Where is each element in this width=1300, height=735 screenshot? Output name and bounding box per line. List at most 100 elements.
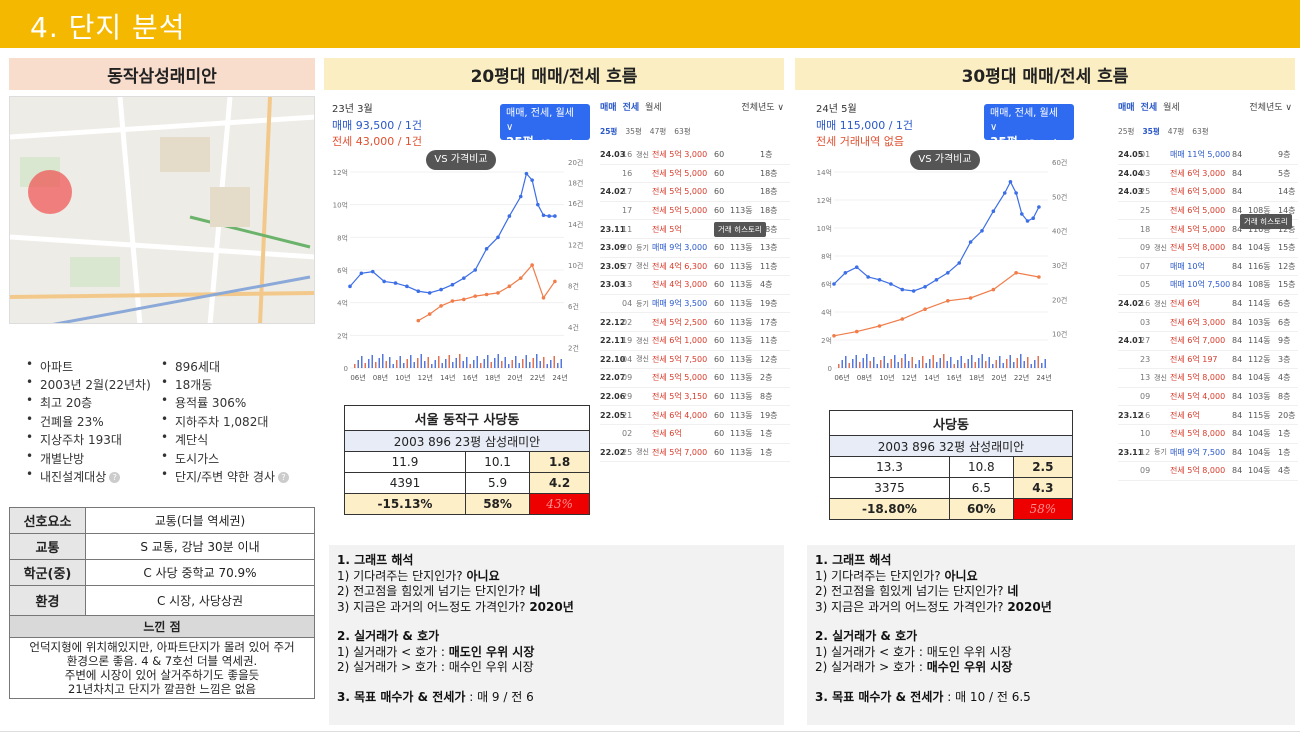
size-tab[interactable]: 47평	[649, 126, 667, 136]
volume-bar	[841, 360, 843, 368]
data-point	[877, 324, 882, 328]
tx-row[interactable]: 23 전세 6억 197 84 112동 3층	[1118, 351, 1298, 370]
help-icon[interactable]: ?	[278, 472, 289, 484]
tx-row[interactable]: 24.02 17 전세 5억 5,000 60 18층	[600, 183, 790, 202]
tx-row[interactable]: 22.05 21 전세 6억 4,000 60 113동 19층	[600, 406, 790, 425]
size-tab[interactable]: 35평	[1142, 126, 1160, 136]
vs-compare-button[interactable]: VS 가격비교	[426, 150, 496, 170]
tx-price: 전세 6억 5,000	[1170, 187, 1226, 197]
pref-header-label: 선호요소	[9, 507, 86, 534]
tx-row[interactable]: 24.03 25 전세 6억 5,000 84 14층	[1118, 183, 1298, 202]
volume-bar	[876, 364, 878, 368]
deal-type-dropdown[interactable]: 매매, 전세, 월세 ∨ 25평 전용 60㎡	[500, 104, 590, 149]
tx-row[interactable]: 22.06 29 전세 5억 3,150 60 113동 8층	[600, 388, 790, 407]
tx-row[interactable]: 23.09 20 등기 매매 9억 3,000 60 113동 13층	[600, 239, 790, 258]
preference-table: 선호요소 교통(더블 역세권) 교통 S 교통, 강남 30분 이내 학군(중)…	[9, 507, 315, 699]
volume-bar	[529, 362, 531, 368]
volume-bar	[441, 363, 443, 368]
tx-row[interactable]: 24.05 01 매매 11억 5,000 84 9층	[1118, 146, 1298, 165]
tx-row[interactable]: 17 전세 5억 5,000 60 113동 18층	[600, 202, 790, 221]
pref-value: S 교통, 강남 30분 이내	[85, 533, 315, 560]
tx-row[interactable]: 18 전세 5억 5,000 84 116동 12층	[1118, 220, 1298, 239]
volume-bar	[413, 362, 415, 368]
tx-row[interactable]: 09 갱신 전세 5억 8,000 84 104동 15층	[1118, 239, 1298, 258]
tx-row[interactable]: 05 매매 10억 7,500 84 108동 15층	[1118, 276, 1298, 295]
year-dropdown[interactable]: 전체년도 ∨	[1249, 103, 1292, 113]
y2-tick-label: 40건	[1052, 227, 1067, 236]
tx-month: 24.05	[1118, 150, 1144, 160]
tx-row[interactable]: 16 전세 5억 5,000 60 18층	[600, 165, 790, 184]
tx-row[interactable]: 23.03 13 전세 4억 3,000 60 113동 4층	[600, 276, 790, 295]
chart-card-20py: 23년 3월 매매 93,500 / 1건 전세 43,000 / 1건 매매,…	[328, 98, 592, 392]
size-tab[interactable]: 47평	[1167, 126, 1185, 136]
tab-monthly[interactable]: 월세	[1163, 103, 1180, 113]
analysis-line: 2) 전고점을 힘있게 넘기는 단지인가? 네	[337, 584, 776, 600]
tx-row[interactable]: 22.10 04 갱신 전세 5억 7,500 60 113동 12층	[600, 351, 790, 370]
tx-rows: 24.05 01 매매 11억 5,000 84 9층 24.04 03 전세 6억 3,00…	[1118, 146, 1298, 481]
location-map[interactable]	[9, 96, 315, 324]
tx-row[interactable]: 09 전세 5억 8,000 84 104동 4층	[1118, 462, 1298, 481]
volume-bar	[1013, 362, 1015, 368]
tab-sale[interactable]: 매매	[1118, 103, 1135, 113]
tx-dong: 104동	[1248, 447, 1271, 457]
size-tab[interactable]: 25평	[1118, 126, 1135, 136]
tx-row[interactable]: 24.01 27 전세 6억 7,000 84 114동 9층	[1118, 332, 1298, 351]
volume-bar	[385, 361, 387, 368]
tx-row[interactable]: 24.04 03 전세 6억 3,000 84 5층	[1118, 165, 1298, 184]
tx-day: 02	[622, 317, 633, 327]
tx-row[interactable]: 24.03 16 갱신 전세 5억 3,000 60 1층	[600, 146, 790, 165]
tab-jeonse[interactable]: 전세	[622, 103, 640, 113]
tx-row[interactable]: 23.05 27 갱신 전세 4억 6,300 60 113동 11층	[600, 258, 790, 277]
data-point	[889, 282, 893, 286]
size-tab[interactable]: 35평	[625, 126, 642, 136]
tab-sale[interactable]: 매매	[600, 103, 617, 113]
tx-day: 07	[1140, 261, 1151, 271]
tx-row[interactable]: 02 전세 6억 60 113동 1층	[600, 425, 790, 444]
size-tab[interactable]: 63평	[1192, 126, 1209, 136]
tx-price: 전세 6억	[1170, 299, 1200, 309]
size-tab[interactable]: 63평	[674, 126, 691, 136]
deal-type-dropdown[interactable]: 매매, 전세, 월세 ∨ 35평 전용 84㎡	[984, 104, 1074, 149]
year-dropdown[interactable]: 전체년도 ∨	[741, 103, 784, 113]
tx-row[interactable]: 13 갱신 전세 5억 8,000 84 104동 4층	[1118, 369, 1298, 388]
tx-floor: 8층	[760, 392, 773, 402]
tx-row[interactable]: 23.12 16 전세 6억 84 115동 20층	[1118, 406, 1298, 425]
y2-tick-label: 50건	[1052, 192, 1067, 201]
tx-row[interactable]: 24.02 16 갱신 전세 6억 84 114동 6층	[1118, 295, 1298, 314]
vs-compare-button[interactable]: VS 가격비교	[910, 150, 980, 170]
tx-row[interactable]: 22.11 19 갱신 전세 6억 1,000 60 113동 11층	[600, 332, 790, 351]
tx-row[interactable]: 10 전세 5억 8,000 84 104동 1층	[1118, 425, 1298, 444]
volume-bar	[995, 360, 997, 368]
tx-row[interactable]: 22.07 09 전세 5억 5,000 60 113동 2층	[600, 369, 790, 388]
summary-sub: 2003 896 32평 삼성래미안	[829, 435, 1073, 457]
data-point	[1002, 191, 1007, 195]
volume-bar	[473, 360, 475, 368]
size-tab[interactable]: 25평	[600, 126, 618, 136]
tx-floor: 19층	[760, 299, 778, 309]
summary-table-20py: 서울 동작구 사당동 2003 896 23평 삼성래미안 11.9 10.1 1.…	[344, 405, 590, 515]
tx-row[interactable]: 04 등기 매매 9억 3,500 60 113동 19층	[600, 295, 790, 314]
summary-cell: 13.3	[829, 456, 950, 478]
tab-jeonse[interactable]: 전세	[1140, 103, 1158, 113]
y2-tick-label: 10건	[1052, 330, 1067, 339]
question: 2) 전고점을 힘있게 넘기는 단지인가?	[815, 584, 1008, 598]
data-point	[991, 287, 996, 292]
tx-row[interactable]: 03 전세 6억 3,000 84 103동 6층	[1118, 313, 1298, 332]
tx-row[interactable]: 07 매매 10억 84 116동 12층	[1118, 258, 1298, 277]
data-point	[1031, 216, 1036, 220]
tx-day: 25	[622, 447, 633, 457]
tab-monthly[interactable]: 월세	[645, 103, 662, 113]
tx-row[interactable]: 09 전세 5억 4,000 84 103동 8층	[1118, 388, 1298, 407]
tx-row[interactable]: 23.11 12 등기 매매 9억 7,500 84 104동 1층	[1118, 444, 1298, 463]
tx-area: 60	[714, 317, 725, 327]
tx-row[interactable]: 25 전세 6억 5,000 84 108동 14층	[1118, 202, 1298, 221]
tx-dong: 113동	[730, 392, 753, 402]
volume-bar	[1009, 355, 1011, 368]
section-title-30py: 30평대 매매/전세 흐름	[795, 58, 1295, 90]
help-icon[interactable]: ?	[109, 472, 121, 484]
tx-floor: 20층	[1278, 410, 1296, 420]
tx-dong: 113동	[730, 429, 753, 439]
tx-row[interactable]: 22.12 02 전세 5억 2,500 60 113동 17층	[600, 313, 790, 332]
tx-row[interactable]: 22.02 25 갱신 전세 5억 7,000 60 113동 1층	[600, 444, 790, 463]
tx-day: 25	[1140, 187, 1151, 197]
